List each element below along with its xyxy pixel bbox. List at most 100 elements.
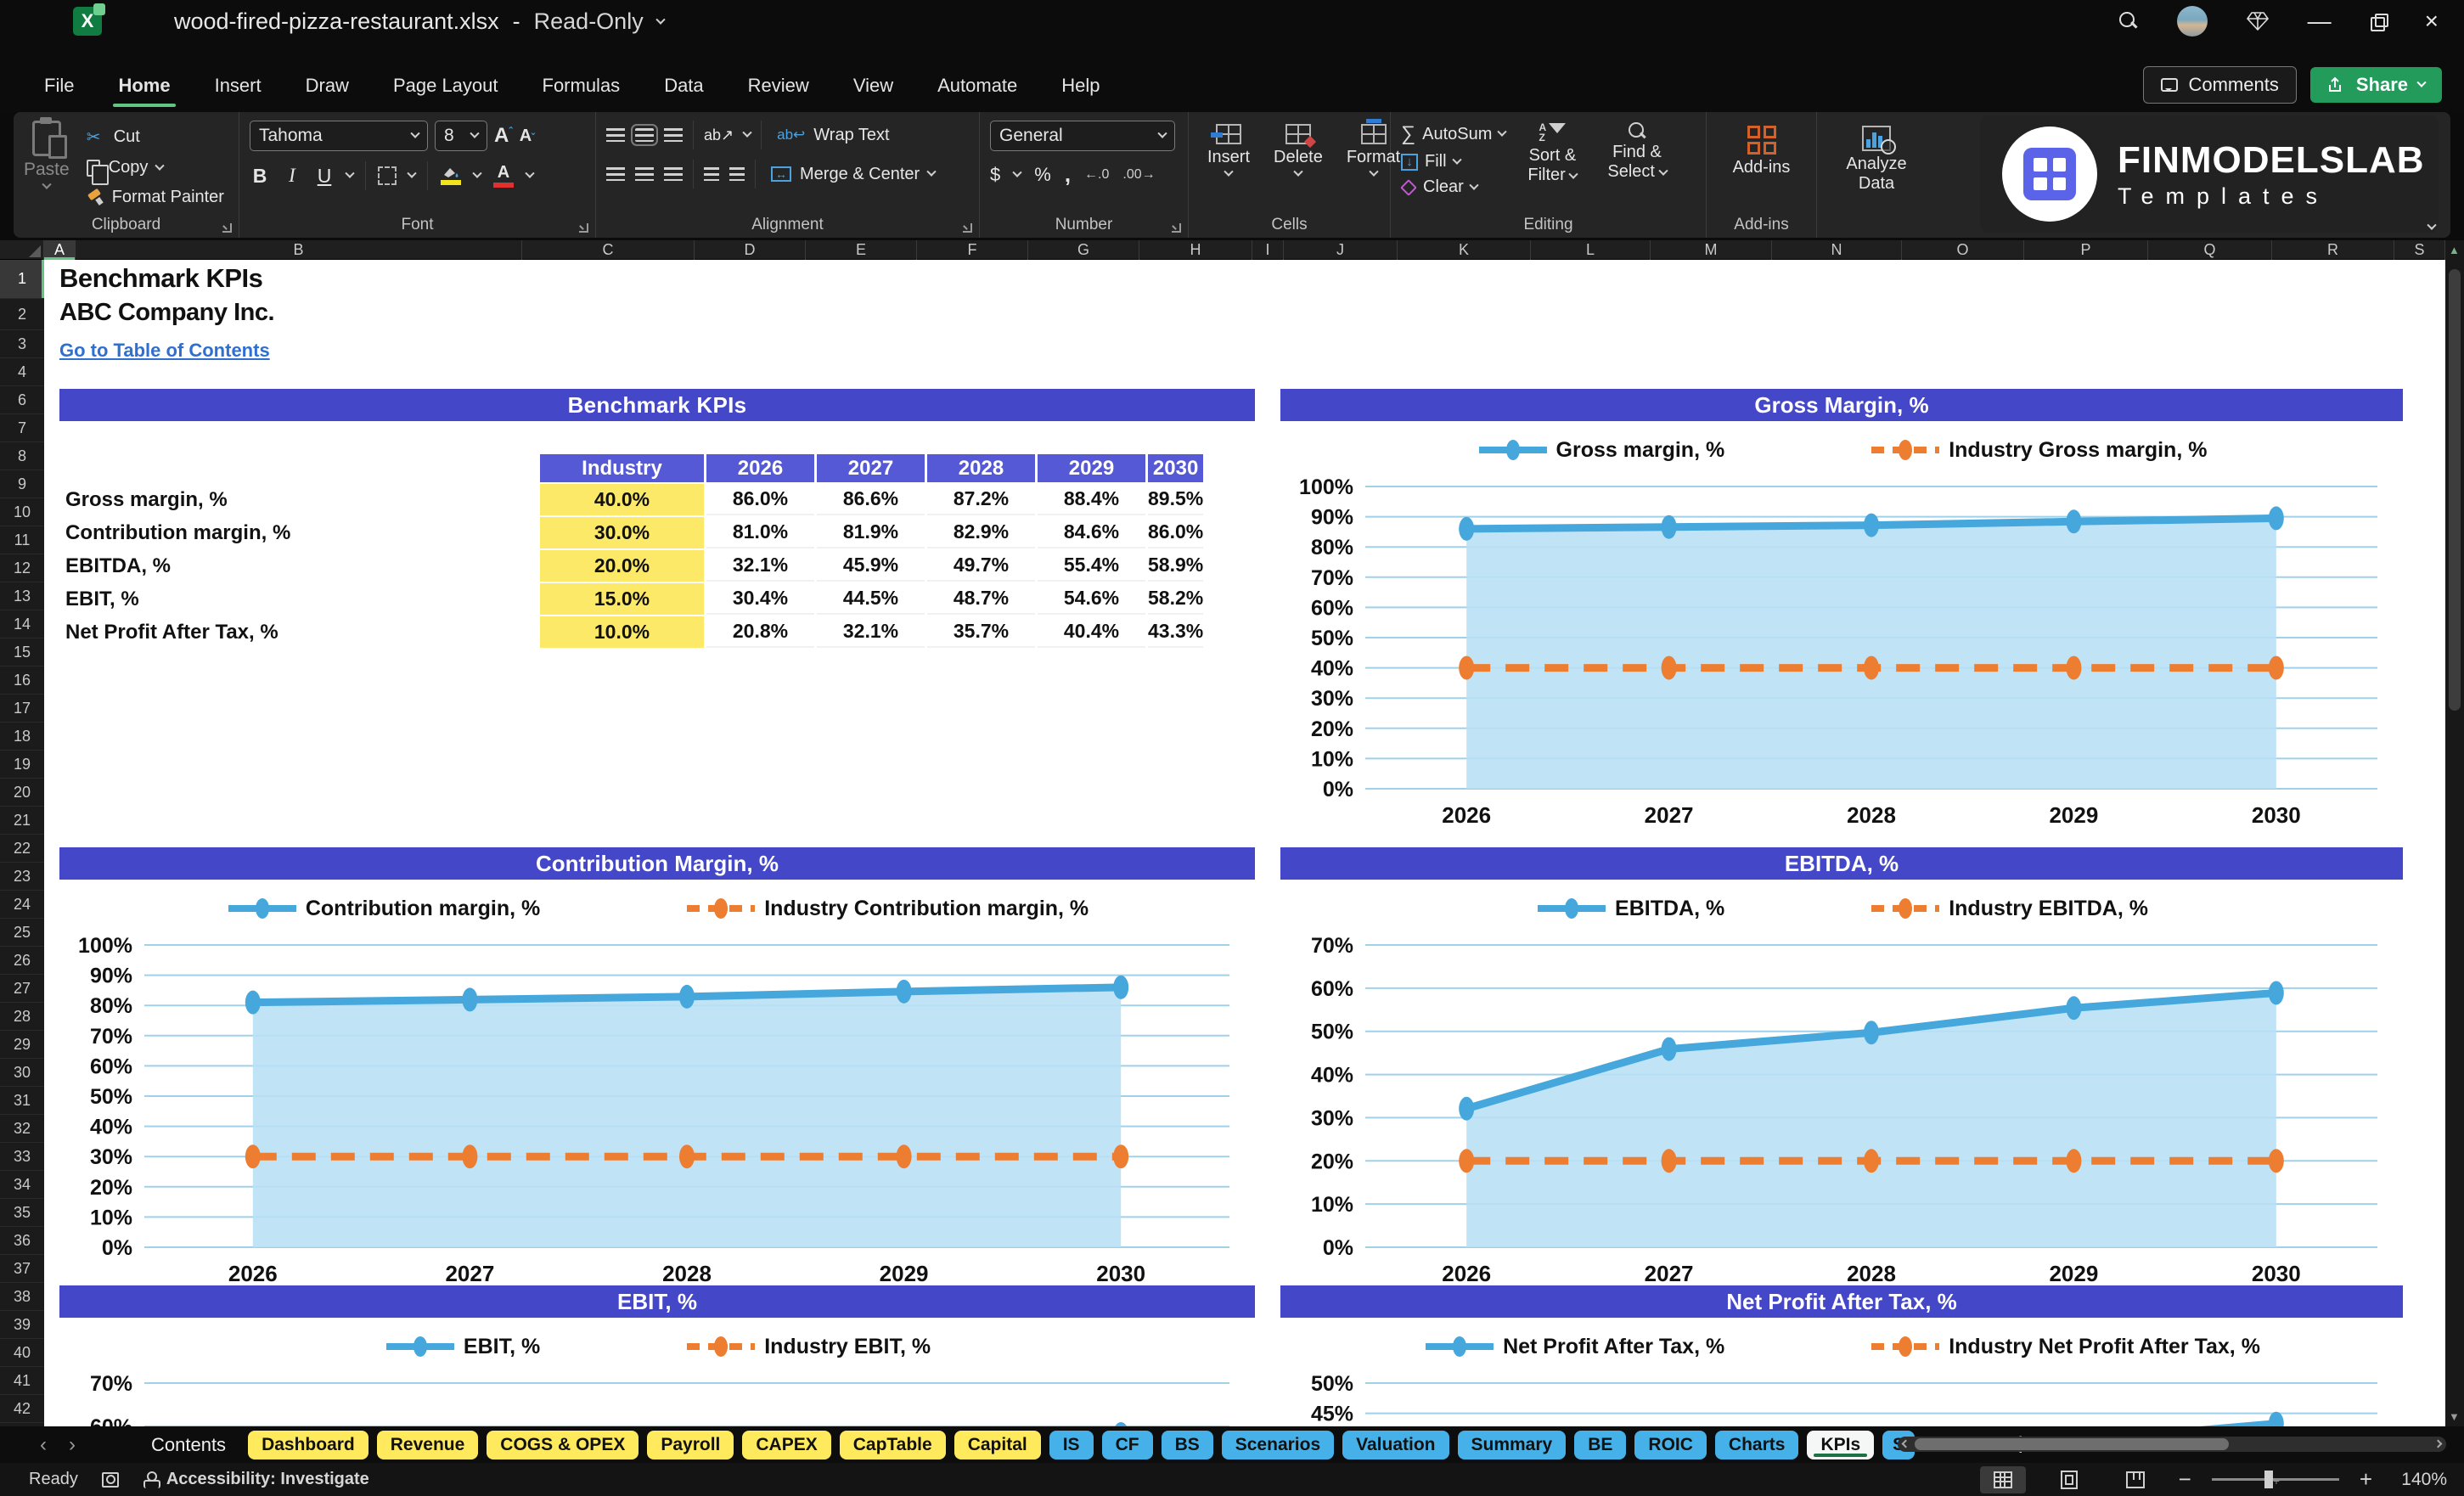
- column-header-L[interactable]: L: [1531, 240, 1651, 260]
- row-header-25[interactable]: 25: [0, 919, 44, 947]
- industry-value-cell[interactable]: 30.0%: [540, 517, 704, 548]
- underline-button[interactable]: U: [314, 165, 335, 188]
- font-color-button[interactable]: A: [492, 164, 515, 188]
- sheet-tab-scenarios[interactable]: Scenarios: [1222, 1431, 1334, 1459]
- comments-button[interactable]: Comments: [2143, 66, 2296, 104]
- row-header-12[interactable]: 12: [0, 554, 44, 582]
- row-header-39[interactable]: 39: [0, 1311, 44, 1339]
- align-top-icon[interactable]: [606, 128, 625, 142]
- chart-ebitda[interactable]: EBITDA, % EBITDA, %Industry EBITDA, % 70…: [1280, 847, 2403, 1285]
- row-header-33[interactable]: 33: [0, 1143, 44, 1171]
- align-right-icon[interactable]: [664, 167, 683, 181]
- row-header-3[interactable]: 3: [0, 330, 44, 358]
- underline-chevron-icon[interactable]: [345, 169, 354, 178]
- row-header-42[interactable]: 42: [0, 1395, 44, 1423]
- find-select-button[interactable]: Find & Select: [1599, 121, 1674, 197]
- year-value-cell[interactable]: 20.8%: [706, 616, 814, 648]
- sheet-tab-summary[interactable]: Summary: [1458, 1431, 1567, 1459]
- industry-value-cell[interactable]: 40.0%: [540, 484, 704, 515]
- borders-chevron-icon[interactable]: [407, 169, 416, 178]
- row-header-41[interactable]: 41: [0, 1367, 44, 1395]
- zoom-in-button[interactable]: +: [2360, 1466, 2372, 1493]
- sheet-tab-dashboard[interactable]: Dashboard: [248, 1431, 368, 1459]
- column-header-D[interactable]: D: [695, 240, 806, 260]
- column-header-S[interactable]: S: [2394, 240, 2445, 260]
- sheet-tab-contents[interactable]: Contents: [138, 1431, 239, 1459]
- ribbon-tab-insert[interactable]: Insert: [196, 66, 280, 105]
- row-header-16[interactable]: 16: [0, 666, 44, 695]
- row-header-30[interactable]: 30: [0, 1059, 44, 1087]
- borders-icon[interactable]: [378, 166, 397, 185]
- year-value-cell[interactable]: 84.6%: [1038, 517, 1145, 548]
- row-label[interactable]: EBIT, %: [62, 583, 537, 615]
- ribbon-tab-help[interactable]: Help: [1043, 66, 1118, 105]
- row-header-19[interactable]: 19: [0, 751, 44, 779]
- year-value-cell[interactable]: 43.3%: [1148, 616, 1203, 648]
- column-header-H[interactable]: H: [1139, 240, 1252, 260]
- row-label[interactable]: Gross margin, %: [62, 484, 537, 515]
- normal-view-button[interactable]: [1980, 1466, 2026, 1493]
- sheet-nav-next-icon[interactable]: ›: [58, 1433, 87, 1457]
- row-header-26[interactable]: 26: [0, 947, 44, 975]
- row-header-34[interactable]: 34: [0, 1171, 44, 1199]
- minimize-button[interactable]: —: [2308, 8, 2332, 35]
- analyze-data-button[interactable]: AnalyzeData: [1827, 121, 1926, 195]
- percent-format-icon[interactable]: %: [1034, 164, 1051, 186]
- fill-color-chevron-icon[interactable]: [472, 169, 481, 178]
- autosum-button[interactable]: ∑ AutoSum: [1401, 122, 1505, 146]
- font-color-chevron-icon[interactable]: [525, 169, 534, 178]
- year-value-cell[interactable]: 58.9%: [1148, 550, 1203, 582]
- sheet-tab-be[interactable]: BE: [1574, 1431, 1626, 1459]
- year-value-cell[interactable]: 40.4%: [1038, 616, 1145, 648]
- number-format-select[interactable]: General: [990, 121, 1175, 151]
- row-label[interactable]: EBITDA, %: [62, 550, 537, 582]
- column-header-B[interactable]: B: [76, 240, 522, 260]
- year-value-cell[interactable]: 86.6%: [817, 484, 925, 515]
- column-header-A[interactable]: A: [44, 240, 76, 260]
- page-break-view-button[interactable]: [2112, 1466, 2158, 1493]
- year-value-cell[interactable]: 54.6%: [1038, 583, 1145, 615]
- row-header-22[interactable]: 22: [0, 835, 44, 863]
- row-header-31[interactable]: 31: [0, 1087, 44, 1115]
- year-value-cell[interactable]: 87.2%: [927, 484, 1035, 515]
- chart-contribution-margin[interactable]: Contribution Margin, % Contribution marg…: [59, 847, 1255, 1285]
- row-header-6[interactable]: 6: [0, 386, 44, 414]
- cut-button[interactable]: Cut: [82, 124, 229, 150]
- sort-filter-button[interactable]: AZ Sort & Filter: [1519, 121, 1585, 197]
- table-col-header-2026[interactable]: 2026: [706, 454, 814, 482]
- sheet-tab-is[interactable]: IS: [1049, 1431, 1094, 1459]
- font-name-select[interactable]: Tahoma: [250, 121, 428, 151]
- row-header-8[interactable]: 8: [0, 442, 44, 470]
- row-header-13[interactable]: 13: [0, 582, 44, 610]
- sheet-tab-valuation[interactable]: Valuation: [1342, 1431, 1449, 1459]
- column-header-C[interactable]: C: [522, 240, 695, 260]
- hscroll-left-icon[interactable]: [1902, 1440, 1910, 1448]
- sheet-tab-kpis[interactable]: KPIs: [1807, 1431, 1874, 1459]
- scroll-up-icon[interactable]: ▲: [2449, 244, 2460, 256]
- sheet-canvas[interactable]: Benchmark KPIs ABC Company Inc. Go to Ta…: [44, 260, 2445, 1426]
- year-value-cell[interactable]: 35.7%: [927, 616, 1035, 648]
- year-value-cell[interactable]: 81.9%: [817, 517, 925, 548]
- year-value-cell[interactable]: 32.1%: [706, 550, 814, 582]
- align-left-icon[interactable]: [606, 167, 625, 181]
- paste-button[interactable]: Paste: [24, 121, 70, 210]
- macro-record-icon[interactable]: [102, 1472, 119, 1488]
- row-header-17[interactable]: 17: [0, 695, 44, 723]
- increase-decimal-icon[interactable]: ←.0: [1084, 167, 1109, 183]
- table-col-header-2029[interactable]: 2029: [1038, 454, 1145, 482]
- sheet-tab-capital[interactable]: Capital: [954, 1431, 1041, 1459]
- alignment-dialog-launcher[interactable]: [963, 223, 972, 233]
- delete-cells-button[interactable]: Delete: [1265, 122, 1331, 179]
- share-button[interactable]: Share: [2310, 67, 2442, 103]
- premium-diamond-icon[interactable]: [2247, 11, 2269, 31]
- clear-button[interactable]: Clear: [1401, 177, 1505, 197]
- row-header-7[interactable]: 7: [0, 414, 44, 442]
- column-header-M[interactable]: M: [1651, 240, 1772, 260]
- year-value-cell[interactable]: 49.7%: [927, 550, 1035, 582]
- ribbon-tab-draw[interactable]: Draw: [287, 66, 368, 105]
- increase-indent-icon[interactable]: [729, 167, 745, 181]
- ribbon-tab-automate[interactable]: Automate: [919, 66, 1036, 105]
- format-painter-button[interactable]: Format Painter: [82, 185, 229, 210]
- year-value-cell[interactable]: 45.9%: [817, 550, 925, 582]
- table-col-header-industry[interactable]: Industry: [540, 454, 704, 482]
